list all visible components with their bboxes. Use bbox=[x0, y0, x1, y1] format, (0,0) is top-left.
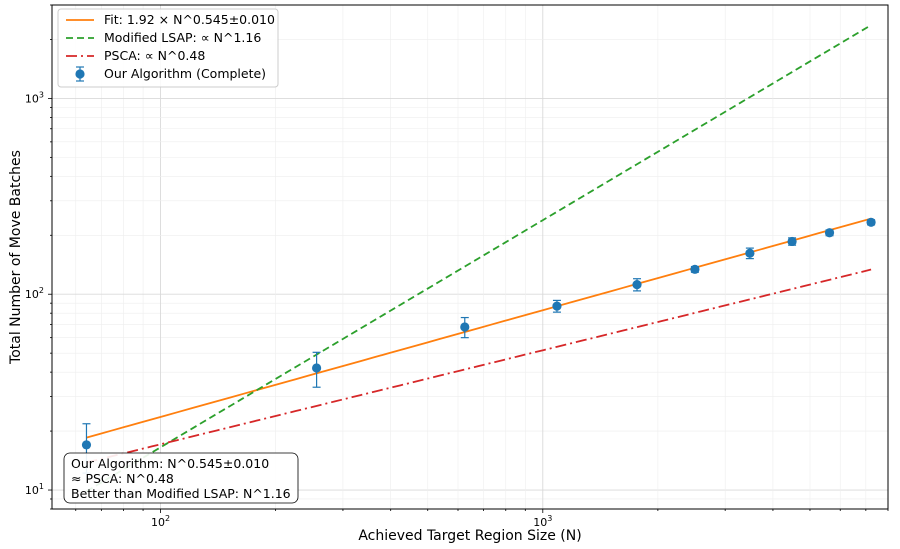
point-marker bbox=[632, 279, 642, 290]
legend-entry-fit: Fit: 1.92 × N^0.545±0.010 bbox=[66, 12, 275, 27]
measured-point bbox=[552, 299, 562, 313]
annotation-box: Our Algorithm: N^0.545±0.010 ≈ PSCA: N^0… bbox=[63, 452, 299, 504]
y-tick-label: 102 bbox=[25, 286, 44, 301]
fit-line bbox=[86, 217, 872, 439]
y-axis-label: Total Number of Move Batches bbox=[8, 150, 24, 365]
measured-point bbox=[690, 264, 700, 274]
annotation-line-3: Better than Modified LSAP: N^1.16 bbox=[71, 486, 291, 501]
legend-label-measured: Our Algorithm (Complete) bbox=[104, 66, 266, 81]
point-marker bbox=[787, 236, 797, 247]
annotation-line-1: Our Algorithm: N^0.545±0.010 bbox=[71, 456, 269, 471]
legend-entry-modified-lsap: Modified LSAP: ∝ N^1.16 bbox=[66, 30, 261, 45]
modified-lsap-line bbox=[86, 24, 872, 493]
legend-entry-psca: PSCA: ∝ N^0.48 bbox=[66, 48, 205, 63]
measured-point bbox=[866, 217, 876, 227]
point-marker bbox=[690, 264, 700, 274]
plot-frame bbox=[51, 4, 889, 510]
x-tick-label: 102 bbox=[151, 514, 170, 529]
measured-point bbox=[460, 316, 470, 339]
x-tick-label: 103 bbox=[533, 514, 552, 529]
legend-label-fit: Fit: 1.92 × N^0.545±0.010 bbox=[104, 12, 275, 27]
point-marker bbox=[552, 301, 562, 311]
annotation-frame bbox=[63, 452, 299, 504]
reference-lines bbox=[86, 24, 872, 493]
y-tick-label: 101 bbox=[25, 482, 44, 497]
point-marker bbox=[81, 440, 92, 450]
psca-line bbox=[86, 268, 872, 464]
measured-point bbox=[745, 247, 755, 260]
point-marker bbox=[824, 228, 835, 238]
measured-point bbox=[824, 228, 835, 238]
point-marker bbox=[866, 217, 876, 227]
axis-ticks: 102 103 101 102 103 bbox=[25, 4, 889, 529]
legend-swatch-measured bbox=[75, 69, 85, 79]
legend-box bbox=[57, 8, 279, 88]
measured-point bbox=[787, 236, 797, 247]
measured-point bbox=[632, 278, 642, 292]
annotation-line-2: ≈ PSCA: N^0.48 bbox=[71, 471, 174, 486]
point-marker bbox=[312, 363, 322, 373]
data-points bbox=[81, 217, 876, 474]
x-axis-label: Achieved Target Region Size (N) bbox=[358, 528, 581, 544]
y-tick-label: 103 bbox=[25, 90, 44, 105]
legend-entry-measured: Our Algorithm (Complete) bbox=[75, 66, 266, 82]
legend-label-modified-lsap: Modified LSAP: ∝ N^1.16 bbox=[104, 30, 261, 45]
legend-label-psca: PSCA: ∝ N^0.48 bbox=[104, 48, 205, 63]
point-marker bbox=[745, 248, 755, 258]
measured-point bbox=[312, 351, 322, 388]
point-marker bbox=[460, 322, 470, 332]
legend: Fit: 1.92 × N^0.545±0.010 Modified LSAP:… bbox=[57, 8, 279, 88]
